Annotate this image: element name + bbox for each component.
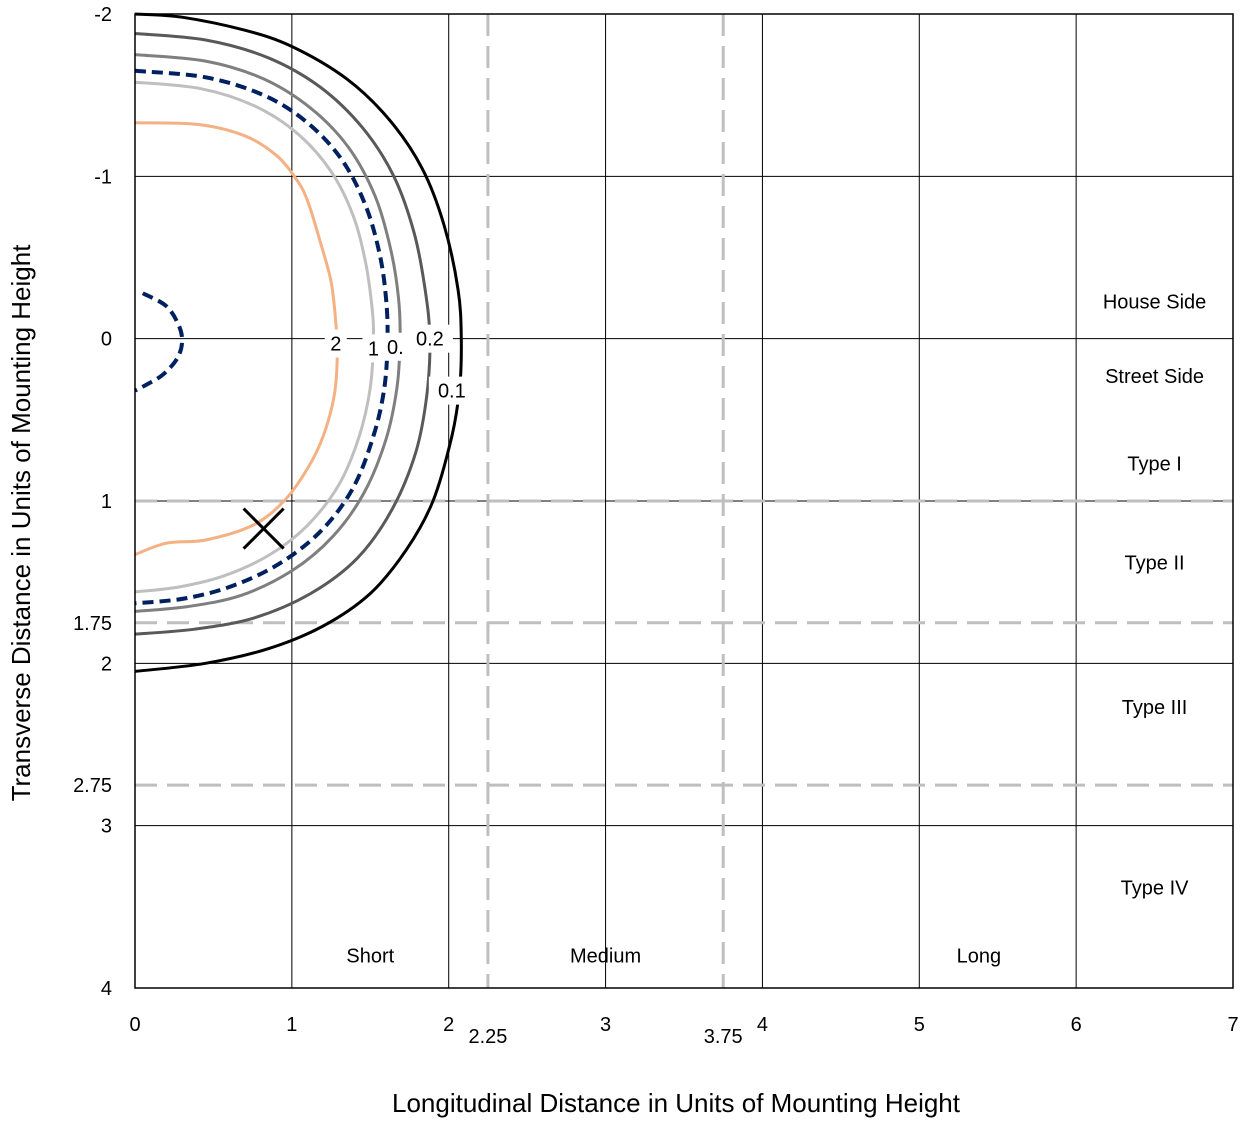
zone-label: House Side [1103, 291, 1206, 313]
x-tick-label: 1 [286, 1014, 297, 1036]
y-tick-label: 2.75 [73, 775, 112, 797]
x-tick-label: 2 [443, 1014, 454, 1036]
x-tick-label: 6 [1071, 1014, 1082, 1036]
y-axis-title: Transverse Distance in Units of Mounting… [6, 244, 36, 802]
contour-line-3 [134, 68, 390, 606]
y-tick-label: 3 [101, 816, 112, 838]
plot-frame [134, 13, 1234, 989]
y-tick-label: 1 [101, 491, 112, 513]
max-candela-x-marker [242, 507, 285, 550]
max-candela-marker [242, 507, 285, 550]
x-tick-label: 3.75 [704, 1026, 743, 1048]
contour-label-background [324, 329, 347, 358]
x-tick-label: 2.25 [468, 1026, 507, 1048]
contour-label-background [428, 376, 475, 405]
marker-stroke [242, 507, 285, 550]
y-tick-label: 2 [101, 653, 112, 675]
x-tick-labels: 0 1 2 2.25 3 3.75 4 5 6 7 [129, 1014, 1238, 1048]
y-tick-label: -2 [94, 4, 112, 26]
contour-line-6 [134, 291, 185, 393]
plot-area-border [134, 13, 1234, 989]
contour-label-background [362, 334, 385, 363]
y-tick-label: 4 [101, 978, 112, 1000]
x-tick-label: 7 [1227, 1014, 1238, 1036]
contour-line-0 [134, 12, 463, 673]
zone-labels: House Side Street Side Type I Type II Type I… [346, 291, 1206, 967]
zone-label: Long [957, 946, 1002, 968]
x-tick-label: 3 [600, 1014, 611, 1036]
zone-label: Street Side [1105, 366, 1204, 388]
contour-labels: 0.10.20.12 [324, 324, 475, 405]
x-tick-label: 4 [757, 1014, 768, 1036]
dashed-boundaries [135, 14, 1233, 988]
x-tick-label: 5 [914, 1014, 925, 1036]
y-tick-label: 1.75 [73, 613, 112, 635]
zone-label: Type IV [1121, 877, 1189, 899]
contour-label: 0. [387, 337, 404, 359]
x-tick-label: 0 [129, 1014, 140, 1036]
contour-label-background [406, 324, 453, 353]
y-tick-label: -1 [94, 166, 112, 188]
contour-label: 1 [368, 338, 379, 360]
zone-label: Type II [1125, 553, 1185, 575]
zone-label: Type III [1122, 697, 1188, 719]
y-tick-labels: -2 -1 0 1 1.75 2 2.75 3 4 [73, 4, 112, 1000]
zone-label: Type I [1127, 454, 1181, 476]
zone-label: Short [346, 946, 394, 968]
y-tick-label: 0 [101, 329, 112, 351]
contour-label: 2 [330, 334, 341, 356]
contour-label: 0.1 [438, 381, 466, 403]
zone-label: Medium [570, 946, 641, 968]
contour-label: 0.2 [416, 329, 444, 351]
x-axis-title: Longitudinal Distance in Units of Mounti… [392, 1088, 961, 1118]
